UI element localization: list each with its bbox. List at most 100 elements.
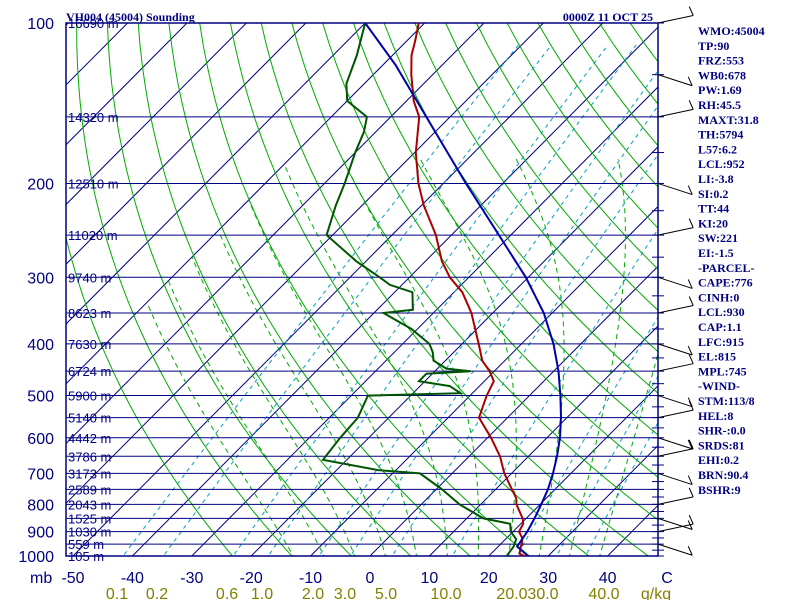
wind-barb [657, 227, 694, 236]
wind-barb [657, 182, 693, 196]
isotherm-line [310, 205, 658, 556]
height-label: 559 m [68, 537, 104, 552]
height-label: 12510 m [68, 176, 119, 191]
indices-panel: WMO:45004TP:90FRZ:553WB0:678PW:1.69RH:45… [698, 24, 765, 497]
height-label: 7630 m [68, 337, 111, 352]
wind-barb-flag [688, 296, 694, 306]
mixing-ratio-label: 0.1 [106, 586, 128, 600]
index-line: SRDS:81 [698, 438, 745, 452]
moist-adiabat [342, 158, 480, 556]
index-line: WB0:678 [698, 68, 746, 82]
wind-barb-flag [688, 514, 694, 525]
index-line: SHR-:0.0 [698, 424, 746, 438]
mixing-ratio-label: 0.2 [146, 586, 168, 600]
wind-barb [657, 472, 693, 486]
height-label: 2589 m [68, 482, 111, 497]
height-label: 3173 m [68, 466, 111, 481]
mixing-ratio-line [451, 228, 658, 556]
isotherm-line [66, 23, 366, 325]
mixing-ratio-label: g/kg [641, 586, 671, 600]
index-line: LI:-3.8 [698, 172, 734, 186]
wind-barb-flag [687, 279, 693, 289]
wind-barb [657, 343, 693, 356]
wind-barb-flag [688, 100, 694, 110]
isotherm-line [66, 23, 307, 265]
dry-adiabat [291, 23, 658, 521]
wind-barb [657, 276, 693, 289]
pressure-tick-label: 1000 [18, 549, 54, 566]
dry-adiabat [168, 23, 471, 556]
temperature-line [410, 23, 529, 556]
mixing-ratio-label: 40.0 [588, 586, 619, 600]
isotherm-line [191, 86, 658, 556]
dewpoint-line [321, 23, 518, 556]
isotherm-line [66, 23, 485, 445]
wind-barb-flag [687, 546, 693, 556]
pressure-tick-label: 900 [27, 525, 54, 542]
isotherm-line [66, 23, 544, 504]
moist-adiabat [146, 302, 294, 556]
dry-adiabat [414, 23, 658, 353]
index-line: TH:5794 [698, 128, 743, 142]
profiles-layer [321, 23, 563, 556]
wind-barb [657, 543, 693, 556]
height-label: 9740 m [68, 270, 111, 285]
moist-adiabat [568, 159, 626, 556]
mixing-ratio-line [318, 69, 658, 556]
height-label: 14320 m [68, 110, 119, 125]
temperature-tick-label: -10 [299, 570, 322, 587]
parcel-line [364, 23, 563, 556]
temperature-tick-label: -40 [121, 570, 144, 587]
dry-adiabat [229, 23, 590, 556]
index-line: LCL:930 [698, 305, 745, 319]
pressure-tick-label: 500 [27, 389, 54, 406]
mixing-ratio-label: 10.0 [430, 586, 461, 600]
mixing-ratio-label: 3.0 [334, 586, 356, 600]
height-label: 1030 m [68, 525, 111, 540]
grid-lines [66, 23, 658, 556]
wind-barb [657, 448, 694, 457]
mixing-ratio-label: 20.0 [496, 586, 527, 600]
dry-adiabat [106, 23, 353, 556]
index-line: BSHR:9 [698, 483, 741, 497]
index-line: FRZ:553 [698, 54, 744, 68]
index-line: CAP:1.1 [698, 320, 742, 334]
height-label: 105 m [68, 549, 104, 564]
height-label: 4442 m [68, 431, 111, 446]
height-label: 8623 m [68, 306, 111, 321]
index-line: -WIND- [698, 379, 740, 393]
isotherm-line [429, 325, 658, 556]
index-line: LFC:915 [698, 335, 744, 349]
temperature-tick-label: C [661, 570, 673, 587]
wind-barb-flag [687, 475, 693, 485]
profile-lines [321, 23, 563, 556]
wind-barb-flag [688, 487, 694, 498]
index-line: WMO:45004 [698, 24, 765, 38]
index-line: -PARCEL- [698, 261, 754, 275]
index-line: STM:113/8 [698, 394, 755, 408]
moist-adiabat [284, 165, 448, 556]
temperature-tick-label: -30 [180, 570, 203, 587]
wind-barb [657, 108, 694, 118]
pressure-tick-label: 200 [27, 176, 54, 193]
dry-adiabat [66, 235, 234, 556]
isotherm-line [488, 385, 658, 556]
isotherm-line [72, 23, 604, 556]
index-line: EI:-1.5 [698, 246, 734, 260]
wind-barbs [652, 6, 694, 557]
temperature-tick-label: 10 [421, 570, 439, 587]
wind-barb [657, 517, 693, 530]
mixing-ratio-line [516, 316, 658, 556]
wind-barb-flag [688, 439, 694, 450]
dry-adiabat [260, 23, 650, 556]
isotherm-line [66, 23, 425, 385]
wind-barb [657, 15, 694, 24]
index-line: HEL:8 [698, 409, 733, 423]
index-line: L57:6.2 [698, 142, 737, 156]
height-label: 5900 m [68, 389, 111, 404]
valid-time: 0000Z 11 OCT 25 [563, 10, 653, 24]
wind-barb-flag [687, 345, 693, 356]
wind-barb-flag [688, 400, 694, 411]
